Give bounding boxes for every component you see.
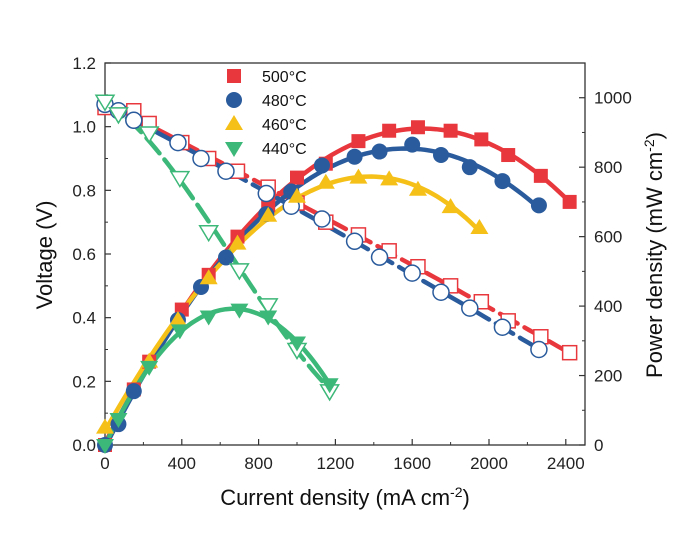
series-2-power-point bbox=[433, 147, 449, 164]
y-left-tick-label: 0.0 bbox=[72, 436, 96, 455]
series-2-power-point bbox=[346, 148, 363, 165]
series-2-voltage-point bbox=[530, 340, 548, 359]
y-right-tick-label: 1000 bbox=[594, 89, 632, 108]
y-left-tick-label: 0.4 bbox=[72, 309, 96, 328]
series-1-voltage-point bbox=[561, 344, 578, 361]
series-4-power-point bbox=[96, 439, 114, 454]
series-4-power-point bbox=[199, 310, 218, 326]
data-points-layer bbox=[94, 94, 578, 454]
x-tick-label: 1600 bbox=[393, 454, 431, 473]
y-right-tick-label: 400 bbox=[594, 297, 622, 316]
fit-curves-layer bbox=[102, 98, 572, 450]
series-1-power-point bbox=[290, 170, 304, 185]
x-tick-label: 400 bbox=[168, 454, 196, 473]
legend-marker-3 bbox=[225, 115, 243, 130]
series-4-voltage-point bbox=[229, 263, 250, 281]
legend-label-3: 460°C bbox=[262, 117, 307, 134]
series-2-power-point bbox=[371, 143, 388, 160]
series-2-voltage-point bbox=[493, 318, 512, 336]
series-3-power-point bbox=[199, 269, 218, 285]
series-1-power-point bbox=[562, 194, 577, 209]
series-2-voltage-point bbox=[125, 111, 143, 130]
series-4-power-point bbox=[288, 336, 306, 352]
series-1-power-point bbox=[410, 120, 425, 135]
series-4-voltage-point bbox=[169, 170, 191, 189]
x-axis-title: Current density (mA cm-2) bbox=[220, 484, 470, 510]
series-4-voltage-point bbox=[198, 224, 220, 243]
series-4-power-point bbox=[109, 412, 128, 428]
series-3-power-point bbox=[441, 198, 460, 214]
y-axis-right-title: Power density (mW cm-2) bbox=[641, 132, 667, 378]
series-4-voltage-point bbox=[138, 126, 160, 144]
series-4-power-point bbox=[259, 310, 278, 326]
series-2-voltage-point bbox=[313, 210, 331, 228]
legend: 500°C 480°C 460°C 440°C bbox=[225, 69, 307, 158]
y-left-tick-label: 0.6 bbox=[72, 245, 96, 264]
y-left-tick-label: 1.0 bbox=[72, 118, 96, 137]
legend-marker-1 bbox=[227, 69, 241, 83]
x-tick-label: 800 bbox=[244, 454, 272, 473]
series-1-power-point bbox=[443, 123, 458, 138]
series-2-voltage-point bbox=[370, 248, 389, 266]
series-2-power-point bbox=[313, 157, 330, 174]
series-2-voltage-point bbox=[461, 299, 479, 317]
series-3-power-point bbox=[259, 206, 278, 222]
series-2-power-point bbox=[461, 159, 478, 176]
series-3-power-point bbox=[288, 187, 306, 203]
series-4-power-point bbox=[140, 360, 159, 376]
series-2-voltage-point bbox=[169, 133, 187, 152]
series-3-power-point bbox=[316, 173, 335, 189]
series-3-power-point bbox=[380, 170, 399, 186]
series-2-power-point bbox=[494, 173, 511, 190]
x-tick-label: 1200 bbox=[316, 454, 354, 473]
x-tick-label: 2400 bbox=[547, 454, 585, 473]
y-right-tick-label: 200 bbox=[594, 367, 622, 386]
series-3-power-point bbox=[349, 168, 368, 184]
legend-label-2: 480°C bbox=[262, 93, 307, 110]
series-4-power-point bbox=[170, 324, 189, 340]
series-2-power-point bbox=[217, 249, 234, 266]
axes-layer: 0 400 800 1200 1600 2000 24000.00.20.40.60.81.… bbox=[72, 54, 631, 473]
series-1-power-point bbox=[382, 123, 397, 138]
series-2-voltage-point bbox=[432, 283, 450, 301]
series-1-power-point bbox=[501, 148, 516, 163]
y-left-tick-label: 0.8 bbox=[72, 181, 96, 200]
series-4-power-point bbox=[230, 303, 249, 319]
series-2-voltage-point bbox=[192, 149, 210, 168]
series-1-power-point bbox=[533, 168, 548, 183]
series-3-power-point bbox=[96, 418, 114, 434]
y-right-tick-label: 0 bbox=[594, 436, 603, 455]
series-2-power-point bbox=[530, 197, 547, 214]
series-2-voltage-point bbox=[257, 184, 276, 203]
x-tick-label: 0 bbox=[100, 454, 109, 473]
legend-marker-4 bbox=[225, 142, 243, 157]
plot-frame bbox=[104, 62, 586, 446]
series-2-voltage-point bbox=[403, 264, 421, 282]
series-4-voltage-point bbox=[94, 94, 116, 112]
series-2-voltage-point bbox=[217, 162, 235, 180]
y-right-tick-label: 600 bbox=[594, 228, 622, 247]
legend-label-1: 500°C bbox=[262, 69, 307, 86]
series-4-power-point bbox=[320, 378, 339, 394]
y-left-tick-label: 1.2 bbox=[72, 54, 96, 73]
legend-label-4: 440°C bbox=[262, 141, 307, 158]
series-1-power-point bbox=[474, 132, 489, 147]
series-3-power-point bbox=[228, 234, 247, 250]
legend-marker-2 bbox=[226, 92, 242, 108]
series-3-power-point bbox=[168, 310, 187, 326]
series-2-voltage-point bbox=[345, 232, 364, 251]
series-3-power-point bbox=[470, 218, 489, 234]
y-right-tick-label: 800 bbox=[594, 158, 622, 177]
series-3-power-point bbox=[408, 180, 427, 196]
x-tick-label: 2000 bbox=[470, 454, 508, 473]
series-2-power-point bbox=[125, 383, 142, 400]
series-1-power-point bbox=[351, 134, 366, 149]
series-4-voltage-point bbox=[257, 298, 279, 316]
y-left-tick-label: 0.2 bbox=[72, 372, 96, 391]
y-axis-left-title: Voltage (V) bbox=[32, 201, 57, 310]
series-2-power-point bbox=[404, 136, 421, 153]
series-4-voltage-point bbox=[108, 107, 129, 125]
